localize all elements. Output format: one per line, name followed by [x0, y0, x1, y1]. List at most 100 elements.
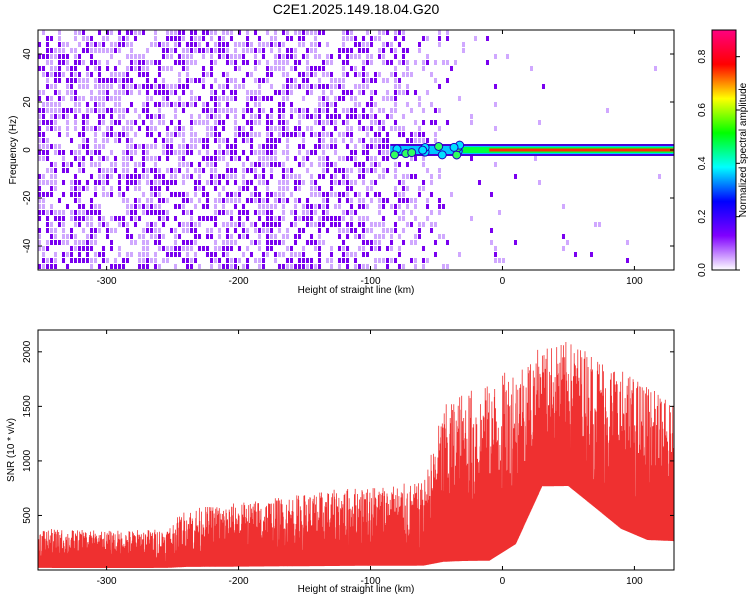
heatmap-cell	[174, 84, 177, 89]
heatmap-cell	[106, 78, 109, 83]
heatmap-cell	[266, 180, 269, 185]
heatmap-cell	[318, 144, 321, 149]
heatmap-cell	[110, 48, 113, 53]
heatmap-cell	[174, 192, 177, 197]
snr-series	[37, 341, 675, 569]
heatmap-cell	[174, 234, 177, 239]
heatmap-cell	[358, 264, 361, 269]
heatmap-cell	[178, 204, 181, 209]
heatmap-cell	[42, 252, 45, 257]
heatmap-cell	[302, 162, 305, 167]
heatmap-cell	[118, 96, 121, 101]
heatmap-cell	[58, 60, 61, 65]
heatmap-cell	[118, 216, 121, 221]
heatmap-cell	[242, 174, 245, 179]
heatmap-cell	[242, 114, 245, 119]
heatmap-cell	[82, 144, 85, 149]
heatmap-cell	[254, 174, 257, 179]
heatmap-cell	[366, 48, 369, 53]
heatmap-cell	[314, 192, 317, 197]
snr-x-tick-label: -100	[361, 576, 381, 587]
heatmap-cell	[62, 252, 65, 257]
heatmap-cell	[82, 114, 85, 119]
heatmap-cell	[418, 126, 421, 131]
heatmap-cell	[42, 90, 45, 95]
heatmap-cell	[290, 174, 293, 179]
heatmap-cell	[94, 186, 97, 191]
heatmap-cell	[130, 90, 133, 95]
heatmap-cell	[310, 132, 313, 137]
heatmap-cell	[158, 240, 161, 245]
heatmap-cell	[394, 90, 397, 95]
heatmap-cell	[186, 60, 189, 65]
heatmap-cell	[402, 48, 405, 53]
heatmap-cell	[258, 150, 261, 155]
heatmap-cell	[54, 240, 57, 245]
heatmap-cell	[46, 102, 49, 107]
heatmap-cell	[134, 132, 137, 137]
heatmap-cell	[102, 186, 105, 191]
heatmap-cell	[310, 210, 313, 215]
heatmap-cell	[198, 36, 201, 41]
heatmap-cell	[58, 102, 61, 107]
heatmap-cell	[406, 162, 409, 167]
heatmap-cell	[118, 60, 121, 65]
heatmap-cell	[194, 138, 197, 143]
heatmap-cell	[266, 246, 269, 251]
heatmap-cell	[290, 84, 293, 89]
heatmap-cell	[282, 162, 285, 167]
heatmap-cell	[382, 54, 385, 59]
heatmap-cell	[294, 216, 297, 221]
heatmap-cell	[370, 138, 373, 143]
heatmap-cell	[38, 54, 41, 59]
heatmap-cell	[318, 258, 321, 263]
heatmap-cell	[134, 186, 137, 191]
heatmap-cell	[326, 114, 329, 119]
heatmap-cell	[190, 210, 193, 215]
heatmap-cell	[98, 228, 101, 233]
heatmap-cell	[334, 168, 337, 173]
heatmap-cell	[146, 90, 149, 95]
heatmap-cell	[330, 120, 333, 125]
heatmap-cell	[98, 168, 101, 173]
heatmap-cell	[306, 258, 309, 263]
heatmap-cell	[206, 216, 209, 221]
heatmap-cell	[362, 168, 365, 173]
heatmap-cell	[218, 150, 221, 155]
heatmap-cell	[130, 156, 133, 161]
heatmap-cell	[290, 102, 293, 107]
heatmap-cell	[338, 198, 341, 203]
heatmap-cell	[158, 84, 161, 89]
heatmap-cell	[310, 264, 313, 269]
heatmap-cell	[286, 168, 289, 173]
heatmap-cell	[134, 222, 137, 227]
heatmap-cell	[70, 66, 73, 71]
heatmap-cell	[258, 234, 261, 239]
heatmap-cell	[74, 90, 77, 95]
heatmap-cell	[282, 192, 285, 197]
tone-band-core	[489, 148, 674, 152]
heatmap-cell	[298, 36, 301, 41]
heatmap-cell	[214, 252, 217, 257]
heatmap-cell	[198, 150, 201, 155]
heatmap-cell	[302, 78, 305, 83]
heatmap-cell	[242, 228, 245, 233]
heatmap-cell	[394, 108, 397, 113]
heatmap-cell	[70, 246, 73, 251]
heatmap-cell	[362, 150, 365, 155]
heatmap-cell	[330, 180, 333, 185]
heatmap-cell	[342, 96, 345, 101]
heatmap-cell	[410, 210, 413, 215]
heatmap-cell	[374, 162, 377, 167]
heatmap-cell	[98, 162, 101, 167]
heatmap-cell	[62, 96, 65, 101]
heatmap-cell	[234, 132, 237, 137]
heatmap-cell	[242, 180, 245, 185]
heatmap-cell	[170, 228, 173, 233]
heatmap-cell	[50, 36, 53, 41]
heatmap-cell	[366, 132, 369, 137]
heatmap-cell	[262, 42, 265, 47]
heatmap-cell	[398, 162, 401, 167]
heatmap-cell	[326, 198, 329, 203]
heatmap-cell	[190, 228, 193, 233]
